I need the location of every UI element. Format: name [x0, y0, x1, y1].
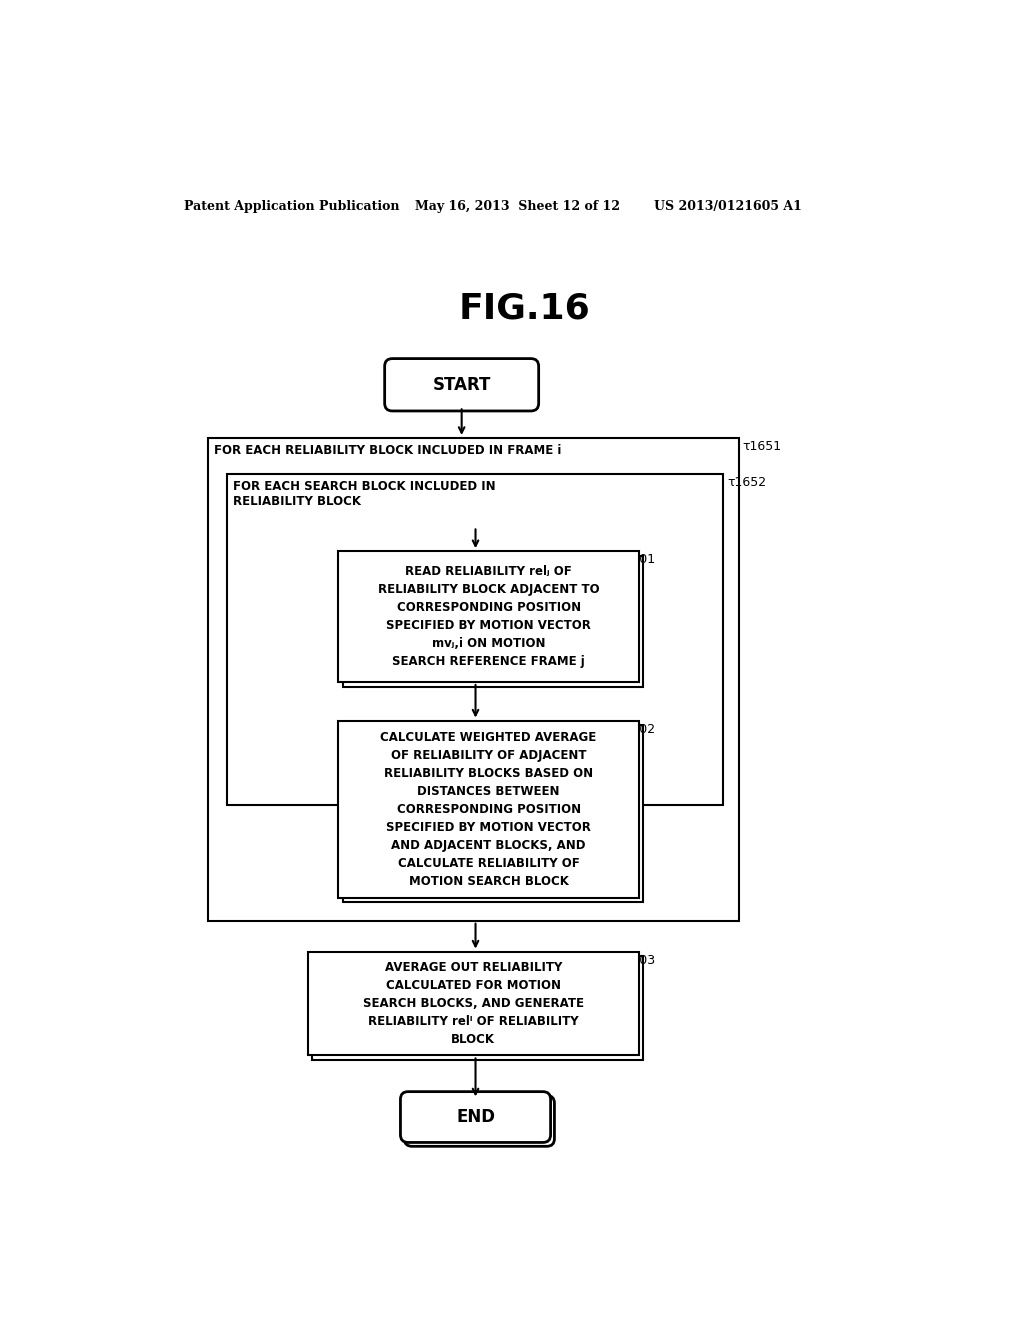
- Text: FOR EACH SEARCH BLOCK INCLUDED IN
RELIABILITY BLOCK: FOR EACH SEARCH BLOCK INCLUDED IN RELIAB…: [233, 480, 496, 508]
- Text: May 16, 2013  Sheet 12 of 12: May 16, 2013 Sheet 12 of 12: [416, 199, 621, 213]
- Bar: [312, 956, 643, 1060]
- Text: END: END: [456, 1107, 495, 1126]
- Text: τ1651: τ1651: [742, 441, 782, 453]
- Text: CALCULATE WEIGHTED AVERAGE
OF RELIABILITY OF ADJACENT
RELIABILITY BLOCKS BASED O: CALCULATE WEIGHTED AVERAGE OF RELIABILIT…: [381, 730, 597, 887]
- Text: τ1652: τ1652: [727, 477, 766, 490]
- Text: τS1603: τS1603: [608, 954, 655, 966]
- Text: τS1601: τS1601: [608, 553, 655, 566]
- Bar: [343, 556, 643, 686]
- FancyBboxPatch shape: [400, 1092, 551, 1143]
- Bar: [339, 721, 639, 898]
- Text: US 2013/0121605 A1: US 2013/0121605 A1: [654, 199, 802, 213]
- Text: START: START: [432, 376, 490, 393]
- Bar: [307, 952, 639, 1056]
- FancyBboxPatch shape: [404, 1096, 554, 1146]
- Bar: [343, 725, 643, 903]
- FancyBboxPatch shape: [385, 359, 539, 411]
- Bar: [208, 438, 739, 921]
- Text: τS1602: τS1602: [608, 723, 655, 735]
- Text: FIG.16: FIG.16: [459, 292, 591, 326]
- Bar: [339, 552, 639, 682]
- Text: READ RELIABILITY relⱼ OF
RELIABILITY BLOCK ADJACENT TO
CORRESPONDING POSITION
SP: READ RELIABILITY relⱼ OF RELIABILITY BLO…: [378, 565, 599, 668]
- Bar: [226, 474, 724, 805]
- Text: Patent Application Publication: Patent Application Publication: [184, 199, 400, 213]
- Text: AVERAGE OUT RELIABILITY
CALCULATED FOR MOTION
SEARCH BLOCKS, AND GENERATE
RELIAB: AVERAGE OUT RELIABILITY CALCULATED FOR M…: [362, 961, 584, 1045]
- Text: FOR EACH RELIABILITY BLOCK INCLUDED IN FRAME i: FOR EACH RELIABILITY BLOCK INCLUDED IN F…: [214, 444, 561, 457]
